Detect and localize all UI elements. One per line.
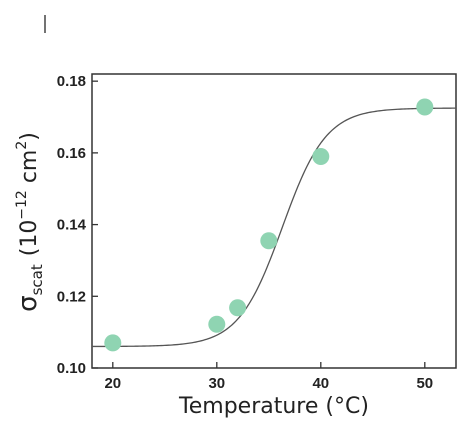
x-axis-ticks: 20 30 40 50 — [104, 362, 433, 392]
y-axis-symbol: σ — [13, 295, 43, 311]
y-axis-exponent: −12 — [14, 190, 30, 220]
y-axis-unit-exp: 2 — [14, 141, 30, 150]
x-tick-label: 30 — [208, 375, 225, 392]
data-point — [229, 299, 247, 317]
x-tick-label: 20 — [104, 375, 121, 392]
y-tick-label: 0.10 — [57, 360, 86, 377]
x-tick-label: 50 — [416, 375, 433, 392]
data-point — [416, 98, 434, 116]
y-axis-title: σscat (10−12 cm2) — [13, 132, 46, 312]
data-point — [104, 334, 122, 352]
data-points — [104, 98, 434, 352]
y-axis-unit-open: (10 — [17, 220, 42, 257]
y-tick-label: 0.18 — [57, 73, 86, 90]
data-point — [312, 147, 330, 165]
y-tick-label: 0.14 — [57, 217, 87, 234]
data-point — [260, 232, 278, 250]
fit-curve — [92, 107, 457, 348]
y-axis-unit-close: ) — [17, 132, 42, 141]
y-tick-label: 0.12 — [57, 288, 86, 305]
x-tick-label: 40 — [312, 375, 329, 392]
x-axis-title: Temperature (°C) — [178, 394, 369, 419]
y-axis-subscript: scat — [28, 264, 46, 295]
y-axis-ticks: 0.10 0.12 0.14 0.16 0.18 — [57, 73, 98, 377]
y-tick-label: 0.16 — [57, 145, 86, 162]
data-point — [208, 315, 226, 333]
y-axis-unit-rest: cm — [17, 150, 42, 191]
plot-area — [91, 73, 457, 369]
